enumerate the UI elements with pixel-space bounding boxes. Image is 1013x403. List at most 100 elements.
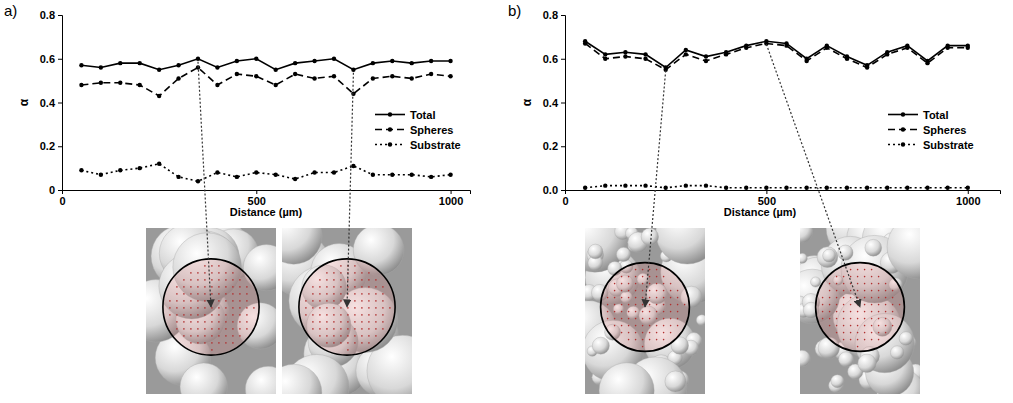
inset-sphere bbox=[899, 332, 913, 346]
inset-sample-point bbox=[368, 307, 370, 309]
inset-sample-point bbox=[333, 328, 335, 330]
inset-sample-point bbox=[670, 283, 672, 285]
inset-sample-point bbox=[621, 325, 623, 327]
inset-sample-point bbox=[239, 328, 241, 330]
inset-sample-point bbox=[253, 307, 255, 309]
inset-sample-point bbox=[354, 300, 356, 302]
inset-sample-point bbox=[656, 290, 658, 292]
series-line bbox=[585, 186, 968, 188]
inset-sample-point bbox=[836, 276, 838, 278]
inset-sample-point bbox=[871, 283, 873, 285]
inset-sample-point bbox=[239, 300, 241, 302]
inset-sample-point bbox=[836, 311, 838, 313]
inset-sample-point bbox=[183, 328, 185, 330]
inset-sample-point bbox=[892, 297, 894, 299]
inset-sample-point bbox=[670, 304, 672, 306]
inset-sample-point bbox=[361, 272, 363, 274]
inset-sample-point bbox=[340, 272, 342, 274]
inset-sample-point bbox=[312, 314, 314, 316]
inset-sample-point bbox=[319, 328, 321, 330]
inset-sample-point bbox=[361, 293, 363, 295]
series-point bbox=[118, 81, 122, 85]
series-point bbox=[845, 57, 849, 61]
series-point bbox=[925, 186, 929, 190]
inset-sample-point bbox=[305, 314, 307, 316]
inset-sample-point bbox=[225, 286, 227, 288]
y-tick-label: 0.8 bbox=[543, 9, 558, 21]
inset-sample-point bbox=[183, 314, 185, 316]
inset-sample-point bbox=[382, 293, 384, 295]
inset-sample-point bbox=[635, 304, 637, 306]
inset-sample-point bbox=[211, 328, 213, 330]
inset-sample-point bbox=[368, 314, 370, 316]
series-point bbox=[99, 81, 103, 85]
legend: TotalSpheresSubstrate bbox=[375, 109, 461, 151]
inset-sample-point bbox=[843, 276, 845, 278]
inset-sample-point bbox=[864, 297, 866, 299]
inset-sample-point bbox=[190, 279, 192, 281]
series-point bbox=[351, 164, 355, 168]
series-point bbox=[784, 186, 788, 190]
panel-letter: b) bbox=[508, 2, 521, 19]
inset-image bbox=[561, 202, 724, 403]
inset-sample-point bbox=[864, 290, 866, 292]
inset-sample-point bbox=[857, 325, 859, 327]
inset-sample-point bbox=[211, 300, 213, 302]
inset-sample-point bbox=[656, 332, 658, 334]
inset-sample-point bbox=[218, 321, 220, 323]
inset-sample-point bbox=[885, 283, 887, 285]
inset-sample-point bbox=[218, 300, 220, 302]
inset-sample-point bbox=[857, 339, 859, 341]
inset-sample-point bbox=[892, 311, 894, 313]
series-point bbox=[118, 168, 122, 172]
series-point bbox=[925, 61, 929, 65]
inset-sample-point bbox=[361, 314, 363, 316]
inset-sample-point bbox=[677, 290, 679, 292]
y-tick-label: 0.4 bbox=[543, 97, 559, 109]
inset-sample-point bbox=[677, 318, 679, 320]
inset-sample-point bbox=[190, 335, 192, 337]
x-axis-title: Distance (µm) bbox=[230, 206, 303, 218]
series-point bbox=[603, 52, 607, 56]
inset-sample-point bbox=[670, 297, 672, 299]
inset-sample-point bbox=[677, 304, 679, 306]
inset-sample-point bbox=[319, 307, 321, 309]
series-point bbox=[118, 61, 122, 65]
inset-sample-point bbox=[333, 272, 335, 274]
inset-sample-point bbox=[361, 342, 363, 344]
series-point bbox=[448, 74, 452, 78]
inset-sample-point bbox=[663, 297, 665, 299]
inset-sample-point bbox=[239, 321, 241, 323]
series-point bbox=[905, 186, 909, 190]
inset-sample-point bbox=[663, 325, 665, 327]
series-point bbox=[623, 50, 627, 54]
inset-sample-point bbox=[878, 290, 880, 292]
x-tick-label: 1000 bbox=[439, 195, 463, 207]
inset-sample-point bbox=[190, 314, 192, 316]
inset-sample-point bbox=[829, 311, 831, 313]
y-tick-mark bbox=[58, 190, 62, 191]
inset-sample-point bbox=[190, 300, 192, 302]
inset-sample-point bbox=[211, 321, 213, 323]
x-tick: 0 bbox=[59, 190, 65, 207]
inset-sample-point bbox=[204, 328, 206, 330]
inset-sample-point bbox=[670, 290, 672, 292]
series-point bbox=[704, 183, 708, 187]
inset-sample-point bbox=[878, 339, 880, 341]
y-tick: 0.4 bbox=[543, 97, 565, 109]
x-tick-label: 500 bbox=[248, 195, 266, 207]
y-axis-line bbox=[561, 16, 566, 191]
inset-sphere bbox=[865, 239, 882, 256]
inset-sample-point bbox=[857, 311, 859, 313]
inset-sample-point bbox=[183, 321, 185, 323]
inset-sample-point bbox=[375, 293, 377, 295]
inset-sample-point bbox=[850, 332, 852, 334]
series-point bbox=[945, 46, 949, 50]
series-point bbox=[410, 76, 414, 80]
inset-sample-point bbox=[211, 272, 213, 274]
inset-sample-point bbox=[864, 325, 866, 327]
inset-sample-point bbox=[628, 290, 630, 292]
plot-area bbox=[583, 39, 970, 190]
inset-sample-point bbox=[649, 276, 651, 278]
inset-sample-point bbox=[183, 279, 185, 281]
